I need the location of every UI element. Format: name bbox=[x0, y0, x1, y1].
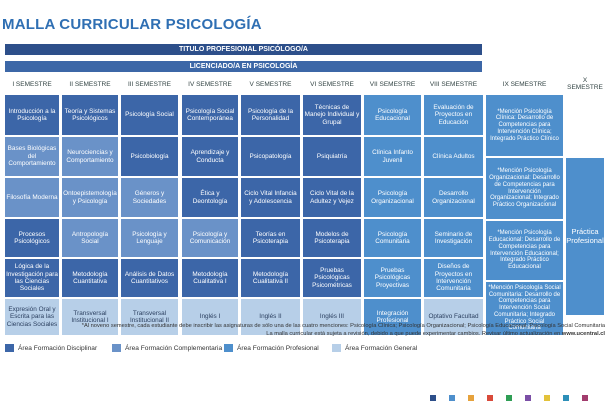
course-cell: Desarrollo Organizacional bbox=[424, 178, 483, 217]
decorative-dot bbox=[449, 395, 455, 401]
x-semester-practica: Práctica Profesional bbox=[566, 158, 604, 315]
course-cell: Bases Biológicas del Comportamiento bbox=[5, 137, 59, 176]
course-cell: Pruebas Psicológicas Proyectivas bbox=[364, 259, 421, 297]
semester-header-9: IX SEMESTRE bbox=[502, 80, 547, 88]
semester-header-1: I SEMESTRE bbox=[12, 80, 52, 88]
legend-label: Área Formación Disciplinar bbox=[18, 344, 98, 352]
course-cell: Psicopatología bbox=[241, 137, 300, 176]
course-cell: Inglés III bbox=[303, 299, 361, 335]
course-cell: Teoría y Sistemas Psicológicos bbox=[62, 95, 118, 135]
legend-swatch bbox=[224, 344, 233, 352]
title-bar: TITULO PROFESIONAL PSICÓLOGO/A bbox=[5, 44, 482, 55]
page-title: MALLA CURRICULAR PSICOLOGÍA bbox=[2, 16, 262, 33]
semester-header-4: IV SEMESTRE bbox=[188, 80, 232, 88]
course-cell: Ciclo Vital Infancia y Adolescencia bbox=[241, 178, 300, 217]
course-cell: Transversal Institucional II bbox=[121, 299, 178, 335]
course-cell: Integración Profesional bbox=[364, 299, 421, 335]
course-cell: Filosofía Moderna bbox=[5, 178, 59, 217]
course-cell: Neurociencias y Comportamiento bbox=[62, 137, 118, 176]
semester-header-3: III SEMESTRE bbox=[128, 80, 171, 88]
course-cell: Análisis de Datos Cuantitativos bbox=[121, 259, 178, 297]
legend-label: Área Formación General bbox=[345, 344, 418, 352]
legend-item: Área Formación Complementaria bbox=[112, 343, 222, 353]
course-cell: Inglés I bbox=[182, 299, 238, 335]
course-cell: Psicología Comunitaria bbox=[364, 219, 421, 257]
course-cell: Lógica de la Investigación para las Cien… bbox=[5, 259, 59, 297]
mention-cell-4: *Mención Psicología Social Comunitaria: … bbox=[486, 282, 563, 335]
footnote-url: www.ucentral.cl bbox=[561, 330, 605, 337]
course-cell: Procesos Psicológicos bbox=[5, 219, 59, 257]
course-cell: Seminario de Investigación bbox=[424, 219, 483, 257]
course-cell: Psicobiología bbox=[121, 137, 178, 176]
decorative-dot bbox=[563, 395, 569, 401]
course-cell: Inglés II bbox=[241, 299, 300, 335]
legend-swatch bbox=[112, 344, 121, 352]
decorative-dot bbox=[525, 395, 531, 401]
legend-item: Área Formación Disciplinar bbox=[5, 343, 97, 353]
course-cell: Clínica Infanto Juvenil bbox=[364, 137, 421, 176]
course-cell: Técnicas de Manejo Individual y Grupal bbox=[303, 95, 361, 135]
legend-swatch bbox=[332, 344, 341, 352]
course-cell: Metodología Cuantitativa bbox=[62, 259, 118, 297]
legend-swatch bbox=[5, 344, 14, 352]
course-cell: Modelos de Psicoterapia bbox=[303, 219, 361, 257]
course-cell: Ciclo Vital de la Adultez y Vejez bbox=[303, 178, 361, 217]
course-cell: Introducción a la Psicología bbox=[5, 95, 59, 135]
course-cell: Optativo Facultad bbox=[424, 299, 483, 335]
course-cell: Psicología y Lenguaje bbox=[121, 219, 178, 257]
decorative-dot bbox=[544, 395, 550, 401]
course-cell: Metodología Cualitativa I bbox=[182, 259, 238, 297]
course-cell: Metodología Cualitativa II bbox=[241, 259, 300, 297]
course-cell: Clínica Adultos bbox=[424, 137, 483, 176]
decorative-dot bbox=[582, 395, 588, 401]
semester-header-6: VI SEMESTRE bbox=[310, 80, 354, 88]
legend-item: Área Formación General bbox=[332, 343, 417, 353]
license-bar: LICENCIADO/A EN PSICOLOGÍA bbox=[5, 61, 482, 72]
semester-header-8: VIII SEMESTRE bbox=[429, 80, 478, 88]
semester-header-7: VII SEMESTRE bbox=[369, 80, 416, 88]
course-cell: Ética y Deontología bbox=[182, 178, 238, 217]
course-cell: Psicología de la Personalidad bbox=[241, 95, 300, 135]
course-cell: Psicología y Comunicación bbox=[182, 219, 238, 257]
legend-item: Área Formación Profesional bbox=[224, 343, 319, 353]
course-cell: Ontoepistemología y Psicología bbox=[62, 178, 118, 217]
decorative-dot bbox=[430, 395, 436, 401]
decorative-dot bbox=[487, 395, 493, 401]
course-cell: Diseños de Proyectos en Intervención Com… bbox=[424, 259, 483, 297]
course-cell: Transversal Institucional I bbox=[62, 299, 118, 335]
mention-cell-1: *Mención Psicología Clínica: Desarrollo … bbox=[486, 95, 563, 156]
course-cell: Psicología Social Contemporánea bbox=[182, 95, 238, 135]
course-cell: Psiquiatría bbox=[303, 137, 361, 176]
course-cell: Aprendizaje y Conducta bbox=[182, 137, 238, 176]
course-cell: Pruebas Psicológicas Psicométricas bbox=[303, 259, 361, 297]
course-cell: Psicología Organizacional bbox=[364, 178, 421, 217]
legend-label: Área Formación Complementaria bbox=[125, 344, 223, 352]
course-cell: Evaluación de Proyectos en Educación bbox=[424, 95, 483, 135]
footnote-revision-text: La malla curricular está sujeta a revisi… bbox=[266, 330, 561, 337]
course-cell: Antropología Social bbox=[62, 219, 118, 257]
decorative-dot bbox=[468, 395, 474, 401]
footnote-line-2: La malla curricular está sujeta a revisi… bbox=[75, 331, 605, 339]
course-cell: Géneros y Sociedades bbox=[121, 178, 178, 217]
mention-cell-2: *Mención Psicología Organizacional: Desa… bbox=[486, 158, 563, 219]
course-cell: Expresión Oral y Escrita para las Cienci… bbox=[5, 299, 59, 335]
mention-cell-3: *Mención Psicología Educacional: Desarro… bbox=[486, 221, 563, 280]
semester-header-10: X SEMESTRE bbox=[567, 77, 603, 91]
footnote: *Al noveno semestre, cada estudiante deb… bbox=[75, 323, 605, 338]
course-cell: Psicología Social bbox=[121, 95, 178, 135]
course-cell: Teorías en Psicoterapia bbox=[241, 219, 300, 257]
footnote-line-1: *Al noveno semestre, cada estudiante deb… bbox=[81, 323, 605, 329]
semester-header-2: II SEMESTRE bbox=[69, 80, 111, 88]
legend-label: Área Formación Profesional bbox=[237, 344, 319, 352]
decorative-dot bbox=[506, 395, 512, 401]
semester-header-5: V SEMESTRE bbox=[249, 80, 292, 88]
course-cell: Psicología Educacional bbox=[364, 95, 421, 135]
